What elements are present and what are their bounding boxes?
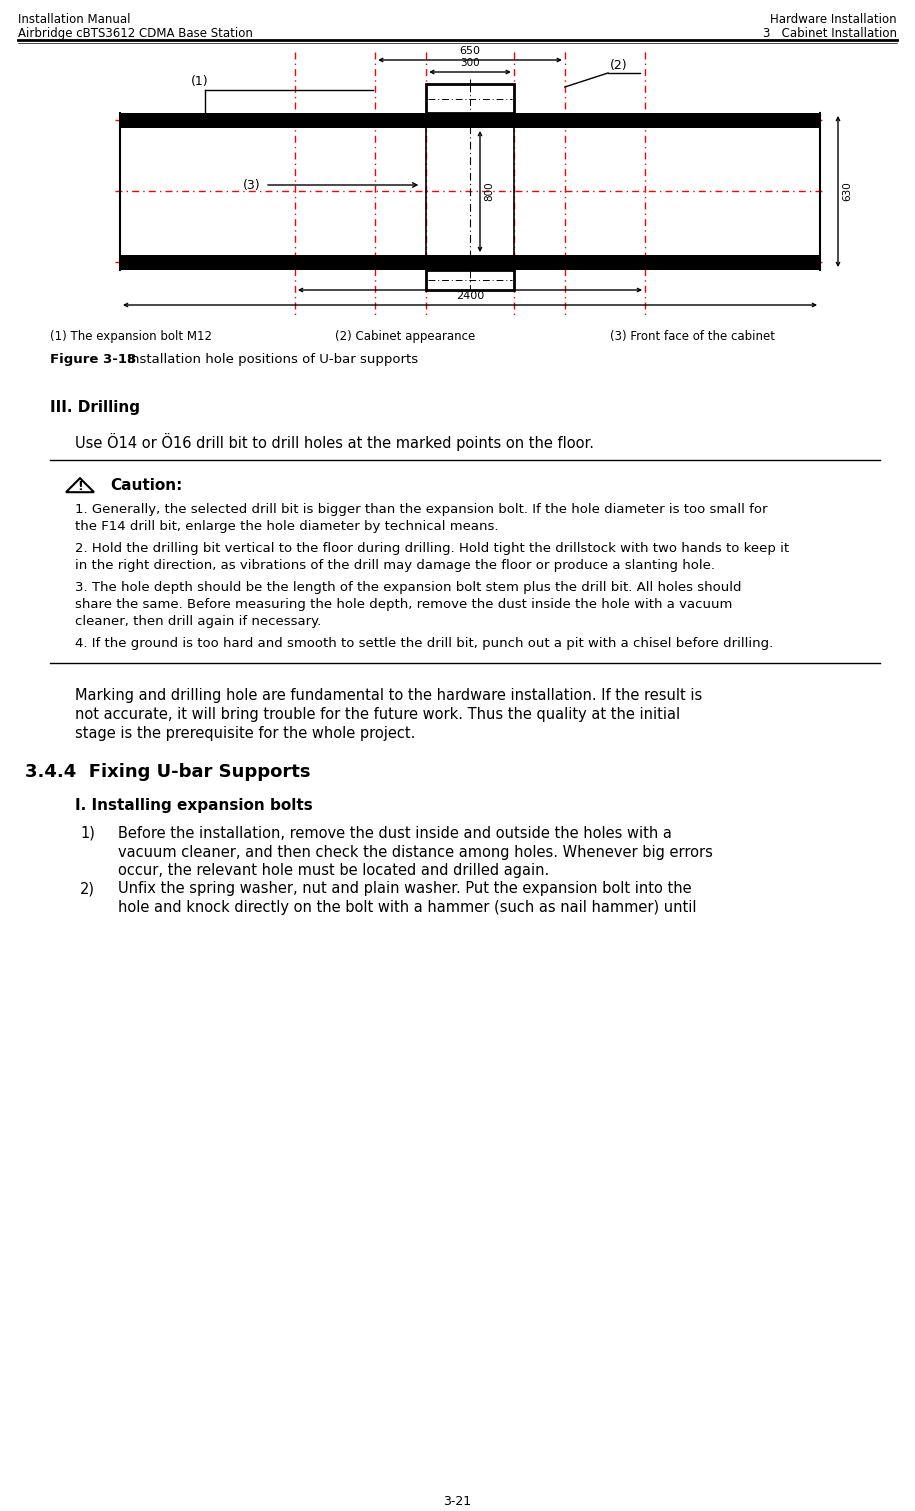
Text: 1. Generally, the selected drill bit is bigger than the expansion bolt. If the h: 1. Generally, the selected drill bit is … bbox=[75, 503, 768, 515]
Bar bbox=[426, 270, 513, 290]
Text: 1200: 1200 bbox=[456, 277, 484, 286]
Text: I. Installing expansion bolts: I. Installing expansion bolts bbox=[75, 798, 313, 813]
Text: 3-21: 3-21 bbox=[443, 1494, 471, 1508]
Text: Installation Manual: Installation Manual bbox=[18, 14, 131, 26]
Text: !: ! bbox=[77, 480, 83, 493]
Text: Installation hole positions of U-bar supports: Installation hole positions of U-bar sup… bbox=[123, 354, 418, 366]
Text: 630: 630 bbox=[842, 181, 852, 201]
Text: (2) Cabinet appearance: (2) Cabinet appearance bbox=[335, 329, 475, 343]
Text: in the right direction, as vibrations of the drill may damage the floor or produ: in the right direction, as vibrations of… bbox=[75, 559, 715, 573]
Text: 300: 300 bbox=[460, 57, 479, 68]
Text: 1): 1) bbox=[80, 827, 95, 842]
Text: 2): 2) bbox=[80, 881, 95, 896]
Bar bbox=[426, 85, 513, 113]
Text: Figure 3-18: Figure 3-18 bbox=[50, 354, 136, 366]
Text: cleaner, then drill again if necessary.: cleaner, then drill again if necessary. bbox=[75, 615, 321, 629]
Text: 2400: 2400 bbox=[456, 292, 484, 301]
Text: 2. Hold the drilling bit vertical to the floor during drilling. Hold tight the d: 2. Hold the drilling bit vertical to the… bbox=[75, 542, 789, 555]
Text: 3.4.4  Fixing U-bar Supports: 3.4.4 Fixing U-bar Supports bbox=[25, 763, 310, 781]
Text: 3   Cabinet Installation: 3 Cabinet Installation bbox=[763, 27, 897, 39]
Text: occur, the relevant hole must be located and drilled again.: occur, the relevant hole must be located… bbox=[118, 863, 549, 878]
Text: Caution:: Caution: bbox=[110, 477, 182, 493]
Bar bbox=[120, 255, 820, 270]
Text: Marking and drilling hole are fundamental to the hardware installation. If the r: Marking and drilling hole are fundamenta… bbox=[75, 688, 702, 703]
Text: 800: 800 bbox=[484, 181, 494, 201]
Text: (1) The expansion bolt M12: (1) The expansion bolt M12 bbox=[50, 329, 212, 343]
Text: 4. If the ground is too hard and smooth to settle the drill bit, punch out a pit: 4. If the ground is too hard and smooth … bbox=[75, 638, 773, 650]
Text: Use Ö14 or Ö16 drill bit to drill holes at the marked points on the floor.: Use Ö14 or Ö16 drill bit to drill holes … bbox=[75, 434, 594, 450]
Polygon shape bbox=[66, 477, 94, 493]
Text: Unfix the spring washer, nut and plain washer. Put the expansion bolt into the: Unfix the spring washer, nut and plain w… bbox=[118, 881, 692, 896]
Text: III. Drilling: III. Drilling bbox=[50, 400, 140, 416]
Text: hole and knock directly on the bolt with a hammer (such as nail hammer) until: hole and knock directly on the bolt with… bbox=[118, 901, 696, 916]
Text: (2): (2) bbox=[610, 59, 628, 73]
Text: 3. The hole depth should be the length of the expansion bolt stem plus the drill: 3. The hole depth should be the length o… bbox=[75, 582, 741, 594]
Text: Airbridge cBTS3612 CDMA Base Station: Airbridge cBTS3612 CDMA Base Station bbox=[18, 27, 253, 39]
Text: Before the installation, remove the dust inside and outside the holes with a: Before the installation, remove the dust… bbox=[118, 827, 672, 842]
Text: (3) Front face of the cabinet: (3) Front face of the cabinet bbox=[610, 329, 775, 343]
Text: (1): (1) bbox=[191, 76, 209, 88]
Text: vacuum cleaner, and then check the distance among holes. Whenever big errors: vacuum cleaner, and then check the dista… bbox=[118, 845, 713, 860]
Text: (3): (3) bbox=[242, 178, 260, 192]
Text: share the same. Before measuring the hole depth, remove the dust inside the hole: share the same. Before measuring the hol… bbox=[75, 598, 732, 610]
Text: Hardware Installation: Hardware Installation bbox=[770, 14, 897, 26]
Text: not accurate, it will bring trouble for the future work. Thus the quality at the: not accurate, it will bring trouble for … bbox=[75, 707, 680, 722]
Text: 650: 650 bbox=[459, 45, 480, 56]
Bar bbox=[120, 113, 820, 128]
Text: the F14 drill bit, enlarge the hole diameter by technical means.: the F14 drill bit, enlarge the hole diam… bbox=[75, 520, 499, 533]
Text: stage is the prerequisite for the whole project.: stage is the prerequisite for the whole … bbox=[75, 725, 415, 740]
